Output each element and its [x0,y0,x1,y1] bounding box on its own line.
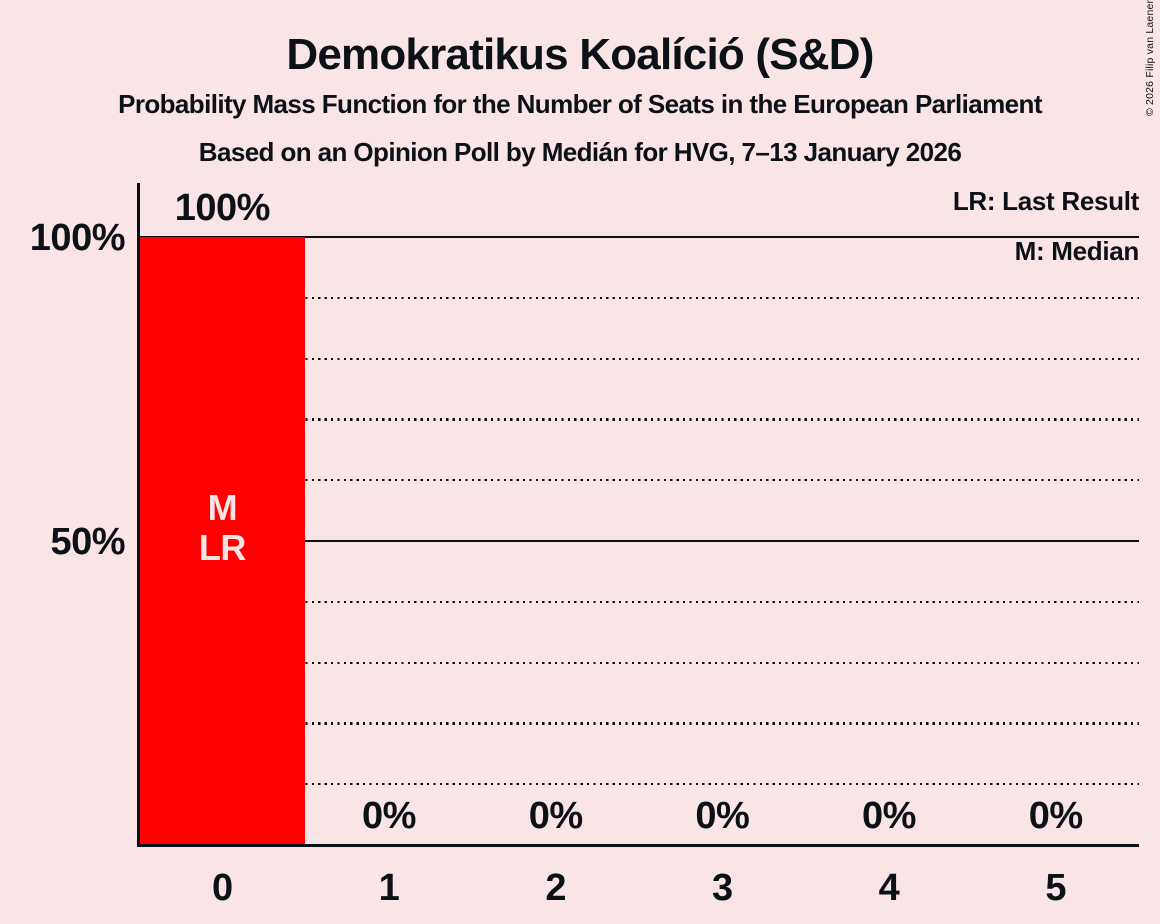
gridline-dotted-20 [139,722,1139,725]
bar-value-label-1: 0% [362,795,416,837]
chart-title: Demokratikus Koalíció (S&D) [286,30,874,79]
x-tick-label-1: 1 [378,867,400,909]
bar-value-label-3: 0% [695,795,750,837]
x-axis-line [136,844,1139,847]
bar-value-label-2: 0% [528,795,583,837]
chart-poll-info: Based on an Opinion Poll by Medián for H… [198,137,962,167]
bar-value-label-0: 100% [174,187,271,229]
bar-value-label-5: 0% [1028,795,1083,837]
legend-last-result: LR: Last Result [952,186,1139,216]
chart-subtitle: Probability Mass Function for the Number… [118,89,1042,119]
bar-seats-0 [140,237,306,845]
bar-annotation-line-0: M [207,487,238,528]
legend-median: M: Median [1014,236,1140,266]
bar-value-label-4: 0% [862,795,916,837]
copyright-notice: © 2026 Filip van Laenen [1144,0,1156,116]
x-tick-label-0: 0 [212,867,233,909]
x-tick-label-3: 3 [712,867,733,909]
gridline-dotted-90 [139,296,1139,299]
bar-annotation: M LR [132,488,312,568]
x-tick-label-2: 2 [545,867,566,909]
y-axis-line [136,183,140,847]
gridline-dotted-70 [139,418,1139,421]
gridline-solid-100 [139,236,1139,239]
gridline-solid-50 [139,540,1139,543]
x-tick-label-5: 5 [1045,867,1066,909]
y-tick-label-50: 50% [50,521,125,563]
x-tick-label-4: 4 [878,867,900,909]
gridline-dotted-60 [139,479,1139,482]
gridline-dotted-10 [139,783,1139,786]
gridline-dotted-30 [139,661,1139,664]
bar-annotation-line-1: LR [198,527,247,568]
y-tick-label-100: 100% [29,217,126,259]
gridline-dotted-40 [139,600,1139,603]
gridline-dotted-80 [139,357,1139,360]
